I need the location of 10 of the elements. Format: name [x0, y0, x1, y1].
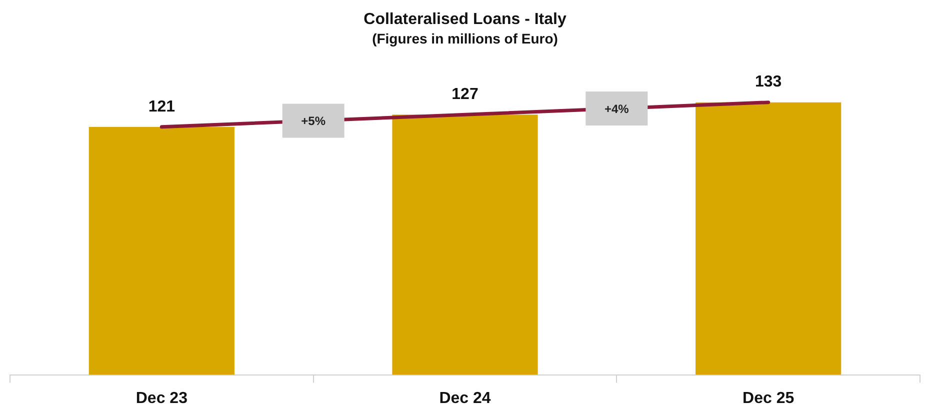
annotation: +5%: [301, 114, 326, 128]
data-label: 127: [452, 86, 478, 104]
x-tick-label: Dec 25: [742, 390, 794, 407]
x-tick-label: Dec 24: [439, 390, 491, 407]
data-label: 121: [148, 98, 176, 116]
data-label: 133: [754, 74, 782, 91]
chart-subtitle: (Figures in millions of Euro): [372, 30, 558, 46]
annotation: +4%: [604, 102, 630, 116]
chart-title: Collateralised Loans - Italy: [364, 11, 566, 28]
x-tick-label: Dec 23: [136, 390, 188, 407]
